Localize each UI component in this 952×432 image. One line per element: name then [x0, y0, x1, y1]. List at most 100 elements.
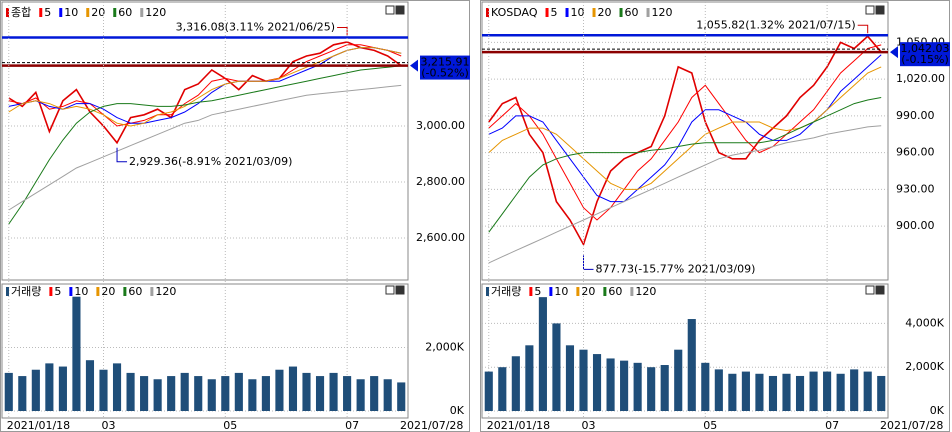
volume-bar: [221, 376, 230, 411]
volume-bar: [768, 375, 778, 411]
volume-bar: [207, 379, 216, 411]
volume-bar: [674, 349, 683, 411]
legend-swatch: [6, 287, 9, 296]
moving-average-line: [8, 47, 402, 124]
legend-label: 종합: [11, 6, 31, 19]
volume-bar: [863, 371, 872, 411]
volume-bar: [397, 382, 406, 411]
panel-icon: [875, 285, 885, 295]
moving-average-line: [488, 54, 882, 203]
panel-icon: [395, 5, 405, 15]
legend-label: KOSDAQ: [491, 6, 538, 19]
volume-bar: [647, 367, 656, 411]
volume-bar: [525, 345, 534, 411]
panel-icon: [865, 285, 875, 295]
legend-label: 5: [551, 6, 558, 19]
volume-bar: [343, 376, 352, 411]
volume-bar: [836, 373, 845, 411]
volume-bar: [809, 371, 818, 411]
volume-bar: [288, 366, 298, 411]
x-tick-label: 03: [102, 419, 116, 432]
low-label: 877.73(-15.77% 2021/03/09): [596, 262, 756, 275]
volume-bar: [795, 375, 805, 411]
legend-swatch: [592, 8, 596, 17]
legend-label: 60: [118, 6, 132, 19]
legend-swatch: [59, 8, 63, 17]
legend-label: 120: [145, 6, 166, 19]
legend-swatch: [69, 287, 73, 296]
panel-icon: [395, 285, 405, 295]
volume-bar: [552, 323, 561, 411]
y-tick-label: 990.00: [896, 109, 935, 122]
high-arrow: [857, 24, 869, 34]
volume-bar: [877, 375, 886, 411]
x-tick-label: 05: [223, 419, 237, 432]
volume-bar: [606, 358, 615, 411]
x-tick-label: 2021/01/18: [7, 419, 70, 432]
x-tick-label: 05: [703, 419, 717, 432]
volume-bar: [383, 379, 392, 411]
volume-bar: [234, 372, 243, 411]
legend-label: 거래량: [11, 285, 41, 298]
volume-bar: [755, 373, 764, 411]
volume-bar: [167, 376, 176, 411]
volume-bar: [4, 372, 13, 411]
panel-icon: [875, 5, 885, 15]
volume-bar: [741, 371, 750, 411]
legend-swatch: [630, 287, 634, 296]
low-arrow: [583, 255, 594, 270]
plot-frame: [481, 283, 889, 419]
moving-average-line: [488, 97, 882, 233]
legend-swatch: [576, 287, 580, 296]
legend-swatch: [140, 8, 144, 17]
legend-label: 120: [652, 6, 673, 19]
legend-swatch: [6, 8, 9, 17]
legend-label: 5: [54, 285, 61, 298]
legend-swatch: [123, 287, 127, 296]
volume-bar: [18, 376, 27, 411]
legend-swatch: [49, 287, 53, 296]
current-change: (-0.52%): [421, 67, 469, 80]
legend-label: 60: [625, 6, 639, 19]
legend-swatch: [113, 8, 117, 17]
moving-average-line: [8, 65, 402, 225]
volume-bar: [194, 376, 203, 411]
moving-average-line: [488, 125, 882, 264]
low-label: 2,929.36(-8.91% 2021/03/09): [129, 155, 292, 168]
y-tick-label: 960.00: [896, 146, 935, 159]
current-box: [420, 55, 470, 80]
legend-label: 60: [608, 285, 622, 298]
volume-bar: [511, 356, 520, 411]
volume-bar: [714, 369, 723, 411]
current-change: (-0.15%): [901, 53, 949, 66]
current-value: 1,042.03: [901, 42, 950, 55]
volume-bar: [701, 362, 710, 411]
legend-swatch: [486, 8, 489, 17]
volume-bar: [261, 376, 270, 411]
panel-frame: [480, 0, 950, 432]
volume-bar: [275, 369, 284, 411]
volume-bar: [45, 363, 54, 411]
volume-bar: [633, 362, 642, 411]
moving-average-line: [488, 44, 882, 221]
panel-icon: [865, 5, 875, 15]
y-tick-label: 900.00: [896, 219, 935, 232]
legend-label: 10: [554, 285, 568, 298]
y-tick-label: 4,000K: [905, 316, 944, 329]
volume-bar: [72, 296, 81, 411]
current-value: 3,215.91: [421, 56, 470, 69]
volume-bar: [370, 376, 379, 411]
volume-bar: [484, 371, 493, 411]
volume-bar: [85, 360, 95, 411]
volume-bar: [153, 379, 162, 411]
y-tick-label: 3,000.00: [416, 119, 465, 132]
legend-label: 60: [128, 285, 142, 298]
price-line: [8, 41, 402, 145]
plot-frame: [1, 283, 409, 419]
moving-average-line: [8, 47, 402, 127]
legend-swatch: [646, 8, 650, 17]
volume-bar: [823, 371, 832, 411]
y-tick-label: 2,000K: [905, 360, 944, 373]
volume-bar: [99, 369, 108, 411]
